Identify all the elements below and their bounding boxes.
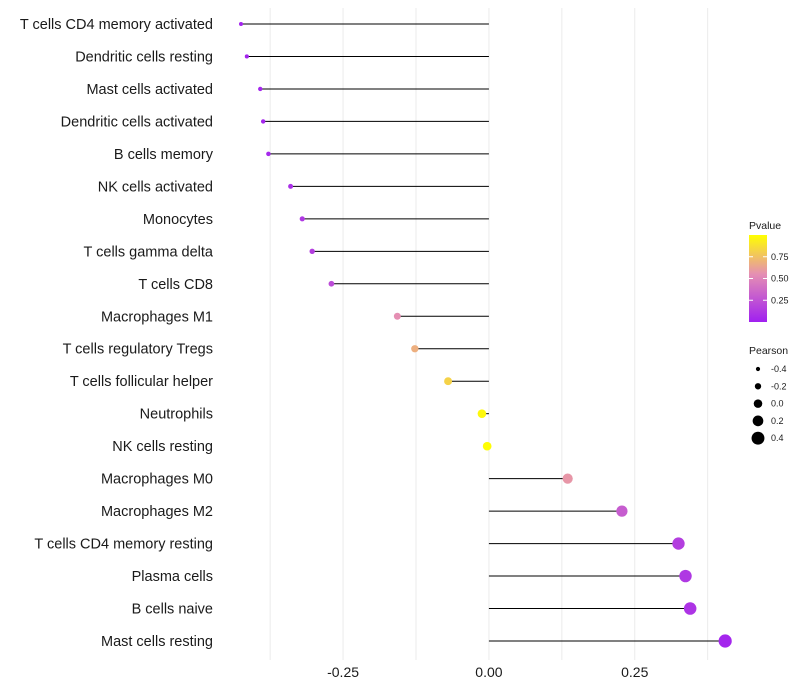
lollipop-point — [683, 602, 697, 615]
point-layer — [239, 22, 732, 648]
pvalue-legend-title: Pvalue — [749, 220, 781, 232]
lollipop-point — [244, 54, 249, 59]
category-label: Mast cells activated — [86, 82, 213, 98]
lollipop-point — [288, 183, 294, 189]
pvalue-legend: Pvalue 0.75 0.50 0.25 — [749, 220, 789, 322]
category-label: Neutrophils — [140, 407, 213, 423]
category-label: NK cells resting — [112, 439, 213, 455]
size-key-label: 0.0 — [771, 399, 784, 409]
category-label: Mast cells resting — [101, 634, 213, 650]
colorbar-label: 0.50 — [771, 274, 789, 284]
colorbar-label: 0.75 — [771, 252, 789, 262]
lollipop-point — [444, 377, 453, 386]
lollipop-point — [328, 280, 335, 287]
lollipop-point — [260, 119, 266, 124]
pearson-legend: Pearson -0.4 -0.2 0.0 0.2 0.4 — [749, 345, 788, 445]
category-label: T cells CD4 memory activated — [20, 17, 213, 33]
category-label: Macrophages M2 — [101, 504, 213, 520]
category-label: T cells regulatory Tregs — [63, 342, 213, 358]
size-key-label: 0.4 — [771, 433, 784, 443]
lollipop-point — [679, 569, 692, 583]
category-label: B cells naive — [132, 602, 213, 618]
lollipop-point — [239, 22, 243, 26]
pvalue-colorbar — [749, 235, 767, 322]
colorbar-label: 0.25 — [771, 295, 789, 305]
lollipop-point — [477, 409, 487, 418]
category-label: T cells CD4 memory resting — [34, 537, 213, 553]
size-key-dot — [752, 415, 764, 427]
lollipop-point — [393, 312, 401, 320]
lollipop-point — [299, 216, 305, 222]
category-label: NK cells activated — [98, 179, 213, 195]
lollipop-point — [718, 634, 732, 648]
size-key-label: -0.2 — [771, 381, 787, 391]
pearson-legend-title: Pearson — [749, 345, 788, 357]
stem-layer — [241, 23, 726, 642]
lollipop-point — [258, 86, 263, 92]
lollipop-point — [672, 537, 685, 550]
category-label: T cells CD8 — [138, 277, 213, 293]
lollipop-point — [482, 441, 492, 451]
x-tick-label: -0.25 — [327, 664, 359, 680]
category-label: Macrophages M1 — [101, 309, 213, 325]
size-key-label: 0.2 — [771, 416, 784, 426]
size-key-label: -0.4 — [771, 364, 787, 374]
size-key-dot — [751, 431, 765, 445]
lollipop-point — [411, 345, 419, 353]
lollipop-point — [309, 248, 315, 254]
size-key-dot — [754, 383, 762, 390]
lollipop-point — [616, 505, 628, 517]
x-tick-label: 0.25 — [621, 664, 648, 680]
lollipop-point — [266, 151, 271, 157]
size-key-dot — [753, 399, 763, 408]
category-label: Dendritic cells resting — [75, 49, 213, 65]
category-label: B cells memory — [114, 147, 214, 163]
category-label: Plasma cells — [132, 569, 213, 585]
category-label: T cells gamma delta — [84, 244, 214, 260]
category-label: Macrophages M0 — [101, 472, 213, 488]
grid-layer — [269, 8, 709, 660]
x-axis-tick-labels: -0.25 0.00 0.25 — [327, 664, 648, 680]
category-labels: T cells CD4 memory activated Dendritic ce… — [20, 17, 214, 650]
category-label: Dendritic cells activated — [61, 114, 213, 130]
lollipop-point — [562, 473, 573, 484]
category-label: Monocytes — [143, 212, 213, 228]
size-key-dot — [755, 366, 761, 372]
x-tick-label: 0.00 — [475, 664, 502, 680]
category-label: T cells follicular helper — [70, 374, 213, 390]
